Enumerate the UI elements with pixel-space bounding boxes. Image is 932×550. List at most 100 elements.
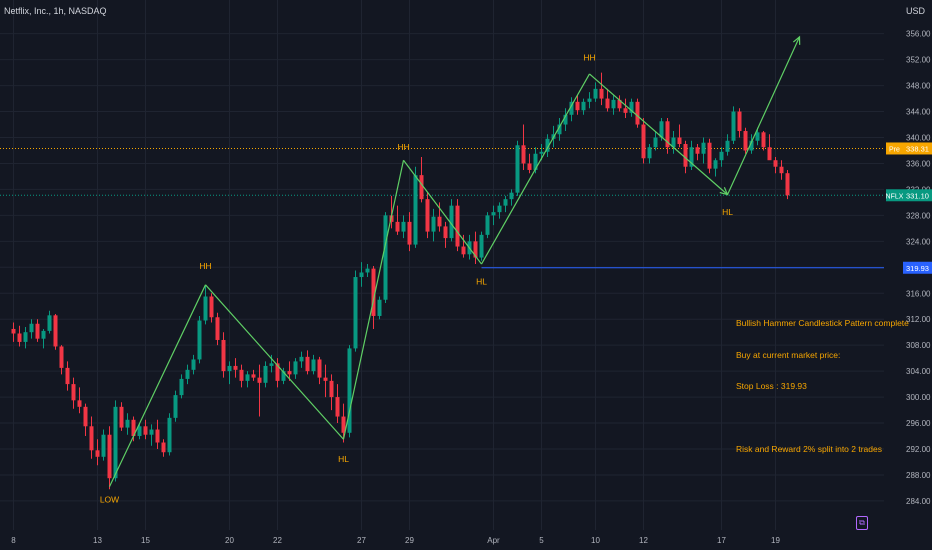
candle-body [11, 328, 16, 334]
candle-body [701, 142, 706, 154]
price-tick-label: 356.00 [906, 30, 931, 39]
trade-note: Bullish Hammer Candlestick Pattern compl… [736, 297, 909, 465]
price-tick-label: 304.00 [906, 367, 931, 376]
candle-body [569, 101, 574, 115]
candle-body [359, 272, 364, 278]
candle-body [419, 175, 424, 200]
time-tick-label: 27 [357, 536, 366, 545]
candle-body [779, 166, 784, 174]
candle-body [371, 268, 376, 316]
last-price-tag-label-box [886, 189, 903, 202]
wave-segment[interactable] [403, 159, 482, 265]
candle-body [491, 212, 496, 216]
wave-label: LOW [100, 495, 119, 505]
symbol-title[interactable]: Netflix, Inc., 1h, NASDAQ [4, 6, 107, 16]
candle-body [191, 359, 196, 370]
price-tick-label: 284.00 [906, 497, 931, 506]
candle-body [281, 371, 286, 381]
candle-body [155, 429, 160, 443]
wave-segment[interactable] [342, 160, 405, 440]
candle-body [605, 98, 610, 109]
wave-segment[interactable] [205, 284, 344, 440]
candle-body [299, 356, 304, 362]
candle-body [473, 241, 478, 258]
candles[interactable] [11, 72, 790, 490]
candle-body [773, 160, 778, 167]
candle-body [125, 419, 130, 428]
price-tick-label: 296.00 [906, 419, 931, 428]
candle-body [761, 132, 766, 148]
candle-body [59, 346, 64, 368]
candle-body [71, 384, 76, 401]
candle-body [311, 359, 316, 372]
candle-body [599, 88, 604, 99]
time-tick-label: 5 [539, 536, 544, 545]
candle-body [767, 147, 772, 161]
time-axis[interactable]: 8 13 15 20 22 27 29 Apr 5 10 12 17 19 [11, 536, 780, 545]
candle-body [317, 359, 322, 378]
price-tick-label: 300.00 [906, 393, 931, 402]
candle-body [509, 192, 514, 200]
candle-body [593, 88, 598, 99]
candle-body [677, 137, 682, 144]
price-tick-label: 316.00 [906, 289, 931, 298]
candle-body [455, 205, 460, 247]
candle-body [203, 296, 208, 321]
wave-path[interactable] [108, 35, 801, 487]
price-tick-label: 324.00 [906, 237, 931, 246]
last-price-tag-label: NFLX [886, 193, 904, 200]
candle-body [683, 144, 688, 167]
candle-body [113, 406, 118, 479]
candle-body [695, 147, 700, 154]
candle-body [347, 348, 352, 433]
candle-body [293, 361, 298, 375]
pre-market-tag-value: 338.31 [906, 144, 929, 153]
candle-body [785, 173, 790, 196]
horizontal-lines [0, 147, 884, 269]
candle-body [395, 221, 400, 232]
wave-segment[interactable] [480, 73, 591, 265]
price-tick-label: 340.00 [906, 134, 931, 143]
candle-body [545, 138, 550, 152]
candle-body [263, 365, 268, 383]
wave-arrowhead [719, 187, 729, 196]
wave-segment[interactable] [589, 73, 728, 196]
note-line: Buy at current market price: [736, 349, 841, 360]
time-tick-label: Apr [487, 536, 500, 545]
wave-segment[interactable] [726, 36, 801, 195]
wave-segment[interactable] [108, 284, 207, 487]
price-tick-label: 348.00 [906, 82, 931, 91]
candle-body [53, 315, 58, 347]
candle-body [275, 363, 280, 381]
candle-body [587, 98, 592, 102]
candle-body [731, 111, 736, 141]
candle-body [647, 147, 652, 159]
candle-body [257, 377, 262, 383]
price-tags: Pre 338.31 NFLX 331.10 319.93 [886, 142, 932, 274]
candle-body [623, 108, 628, 113]
candle-body [149, 429, 154, 435]
candle-body [449, 205, 454, 239]
candle-body [665, 121, 670, 148]
candle-body [755, 132, 760, 141]
time-tick-label: 22 [273, 536, 282, 545]
candle-body [707, 142, 712, 169]
candle-body [377, 299, 382, 316]
candle-body [335, 397, 340, 417]
currency-label: USD [906, 6, 926, 16]
wave-label: HL [476, 277, 487, 287]
candle-body [65, 367, 70, 385]
note-line: Stop Loss : 319.93 [736, 381, 807, 391]
candle-body [29, 323, 34, 333]
price-tick-label: 308.00 [906, 341, 931, 350]
candle-body [77, 400, 82, 407]
candle-body [95, 450, 100, 457]
candle-body [689, 147, 694, 167]
candle-body [107, 434, 112, 479]
tradingview-logo-icon[interactable]: ⧉ [856, 516, 868, 530]
candle-body [221, 339, 226, 372]
candle-body [617, 99, 622, 109]
candle-body [635, 101, 640, 125]
candle-body [41, 330, 46, 339]
